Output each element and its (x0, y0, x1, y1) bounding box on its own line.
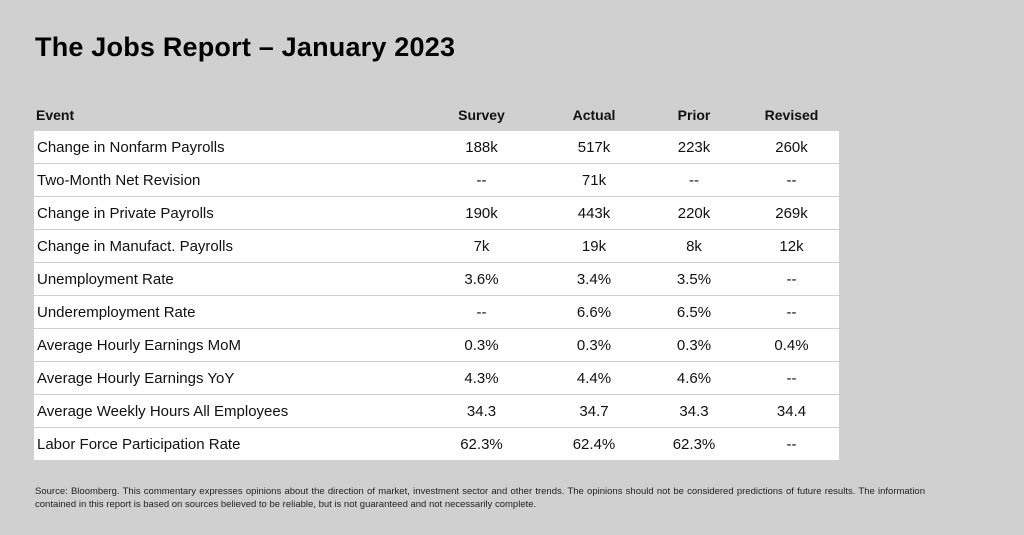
cell-survey: 34.3 (419, 394, 544, 428)
cell-prior: 34.3 (644, 394, 744, 428)
cell-revised: 12k (744, 229, 839, 263)
cell-survey: 188k (419, 131, 544, 164)
cell-survey: -- (419, 163, 544, 197)
table-row: Change in Manufact. Payrolls 7k 19k 8k 1… (34, 229, 839, 263)
cell-survey: -- (419, 295, 544, 329)
table-row: Two-Month Net Revision -- 71k -- -- (34, 163, 839, 197)
cell-revised: 260k (744, 131, 839, 164)
cell-prior: 223k (644, 131, 744, 164)
cell-event: Average Hourly Earnings YoY (34, 361, 419, 395)
cell-event: Average Weekly Hours All Employees (34, 394, 419, 428)
cell-survey: 7k (419, 229, 544, 263)
cell-actual: 4.4% (544, 361, 644, 395)
cell-event: Change in Manufact. Payrolls (34, 229, 419, 263)
cell-prior: 62.3% (644, 427, 744, 460)
table-row: Average Weekly Hours All Employees 34.3 … (34, 394, 839, 428)
cell-survey: 4.3% (419, 361, 544, 395)
cell-revised: 34.4 (744, 394, 839, 428)
header-prior: Prior (644, 98, 744, 131)
cell-prior: -- (644, 163, 744, 197)
table-row: Labor Force Participation Rate 62.3% 62.… (34, 427, 839, 460)
table-row: Change in Private Payrolls 190k 443k 220… (34, 196, 839, 230)
cell-event: Two-Month Net Revision (34, 163, 419, 197)
cell-prior: 8k (644, 229, 744, 263)
cell-revised: -- (744, 163, 839, 197)
cell-event: Unemployment Rate (34, 262, 419, 296)
cell-actual: 443k (544, 196, 644, 230)
cell-revised: -- (744, 295, 839, 329)
table-header-row: Event Survey Actual Prior Revised (34, 98, 839, 131)
cell-event: Average Hourly Earnings MoM (34, 328, 419, 362)
cell-prior: 6.5% (644, 295, 744, 329)
cell-revised: 269k (744, 196, 839, 230)
cell-event: Labor Force Participation Rate (34, 427, 419, 460)
table-row: Unemployment Rate 3.6% 3.4% 3.5% -- (34, 262, 839, 296)
header-survey: Survey (419, 98, 544, 131)
cell-revised: 0.4% (744, 328, 839, 362)
table-row: Average Hourly Earnings MoM 0.3% 0.3% 0.… (34, 328, 839, 362)
source-disclaimer: Source: Bloomberg. This commentary expre… (35, 486, 925, 510)
cell-actual: 62.4% (544, 427, 644, 460)
cell-event: Underemployment Rate (34, 295, 419, 329)
cell-event: Change in Private Payrolls (34, 196, 419, 230)
table-row: Change in Nonfarm Payrolls 188k 517k 223… (34, 131, 839, 164)
cell-event: Change in Nonfarm Payrolls (34, 131, 419, 164)
cell-survey: 0.3% (419, 328, 544, 362)
cell-actual: 6.6% (544, 295, 644, 329)
cell-survey: 190k (419, 196, 544, 230)
cell-prior: 3.5% (644, 262, 744, 296)
page-title: The Jobs Report – January 2023 (35, 32, 456, 62)
cell-actual: 0.3% (544, 328, 644, 362)
header-event: Event (34, 98, 419, 131)
cell-revised: -- (744, 361, 839, 395)
header-actual: Actual (544, 98, 644, 131)
table-row: Underemployment Rate -- 6.6% 6.5% -- (34, 295, 839, 329)
cell-actual: 3.4% (544, 262, 644, 296)
cell-actual: 517k (544, 131, 644, 164)
cell-prior: 4.6% (644, 361, 744, 395)
cell-revised: -- (744, 427, 839, 460)
cell-prior: 0.3% (644, 328, 744, 362)
cell-revised: -- (744, 262, 839, 296)
table-row: Average Hourly Earnings YoY 4.3% 4.4% 4.… (34, 361, 839, 395)
jobs-report-table: Event Survey Actual Prior Revised Change… (34, 98, 839, 460)
cell-survey: 62.3% (419, 427, 544, 460)
cell-actual: 71k (544, 163, 644, 197)
cell-survey: 3.6% (419, 262, 544, 296)
cell-actual: 19k (544, 229, 644, 263)
cell-actual: 34.7 (544, 394, 644, 428)
header-revised: Revised (744, 98, 839, 131)
cell-prior: 220k (644, 196, 744, 230)
